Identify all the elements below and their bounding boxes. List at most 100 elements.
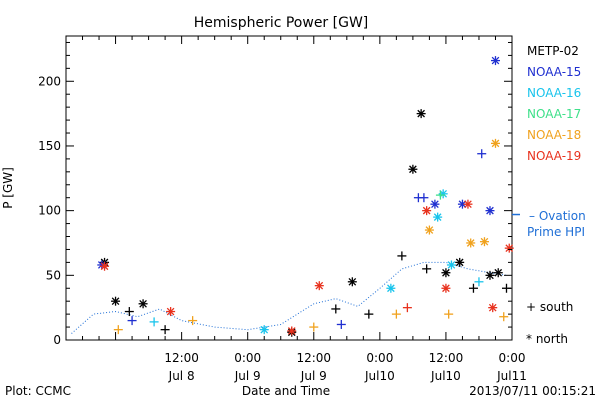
north-point-noaa-19: [100, 261, 110, 271]
south-point-metp-02: [160, 325, 170, 335]
x-tick-date-label: Jul 8: [168, 369, 195, 383]
north-point-noaa-19: [504, 243, 514, 253]
plot-frame: [65, 35, 513, 341]
legend-item-noaa-19: NOAA-19: [527, 149, 581, 163]
marker-stroke: [486, 206, 494, 215]
marker-key-north: * north: [526, 332, 568, 346]
marker-stroke: [431, 200, 439, 209]
y-tick-label: 150: [38, 139, 61, 153]
south-point-noaa-18: [444, 309, 454, 319]
marker-stroke: [260, 325, 269, 334]
south-point-metp-02: [331, 304, 341, 314]
south-point-metp-02: [397, 251, 407, 261]
marker-stroke: [433, 213, 442, 221]
marker-stroke: [455, 258, 464, 267]
north-point-noaa-19: [422, 206, 432, 216]
legend-item-noaa-16: NOAA-16: [527, 86, 581, 100]
marker-stroke: [139, 299, 147, 308]
south-point-noaa-18: [188, 316, 198, 326]
marker-stroke: [447, 261, 456, 269]
y-axis-label: P [GW]: [1, 167, 15, 209]
marker-stroke: [315, 281, 324, 290]
x-tick-label: 12:00: [296, 351, 331, 365]
north-point-noaa-19: [463, 199, 473, 209]
marker-stroke: [494, 268, 503, 277]
x-tick-date-label: Jul10: [430, 369, 461, 383]
marker-stroke: [409, 165, 417, 174]
marker-stroke: [486, 271, 494, 280]
marker-stroke: [417, 109, 425, 118]
marker-stroke: [480, 237, 489, 246]
north-point-noaa-15: [430, 199, 440, 209]
legend: METP-02 NOAA-15 NOAA-16 NOAA-17 NOAA-18 NOAA-…: [527, 44, 581, 163]
y-axis: 0 50 100 150 200: [38, 41, 512, 347]
north-point-noaa-19: [166, 307, 176, 317]
south-point-noaa-15: [419, 193, 429, 203]
south-point-noaa-19: [402, 303, 412, 313]
north-point-noaa-16: [386, 283, 396, 293]
north-point-noaa-18: [479, 237, 489, 247]
marker-stroke: [166, 307, 175, 316]
north-point-metp-02: [485, 270, 495, 280]
ovation-line: [71, 261, 507, 334]
north-point-metp-02: [138, 299, 148, 309]
y-tick-label: 0: [53, 333, 61, 347]
marker-stroke: [488, 303, 497, 312]
marker-stroke: [100, 262, 109, 271]
plot-area: [65, 35, 520, 341]
x-tick-date-label: Jul 9: [300, 369, 327, 383]
north-point-noaa-15: [490, 56, 500, 66]
south-point-metp-02: [422, 264, 432, 274]
x-tick-label: 0:00: [234, 351, 261, 365]
north-point-noaa-18: [490, 138, 500, 148]
north-point-noaa-16: [259, 325, 269, 335]
south-point-noaa-15: [336, 319, 346, 329]
marker-stroke: [466, 239, 475, 247]
south-point-noaa-18: [113, 325, 123, 335]
south-point-noaa-18: [499, 312, 509, 322]
ovation-label-line2: Prime HPI: [527, 225, 585, 239]
legend-item-metp-02: METP-02: [527, 44, 579, 58]
ovation-layer: [71, 213, 520, 334]
north-point-metp-02: [416, 109, 426, 119]
marker-stroke: [491, 139, 500, 148]
north-point-metp-02: [111, 296, 121, 306]
legend-item-noaa-18: NOAA-18: [527, 128, 581, 142]
marker-stroke: [442, 284, 450, 293]
x-tick-date-label: Jul11: [496, 369, 527, 383]
marker-stroke: [387, 284, 395, 293]
north-point-metp-02: [408, 164, 418, 174]
south-point-metp-02: [468, 283, 478, 293]
marker-stroke: [348, 277, 357, 286]
north-point-noaa-15: [485, 206, 495, 216]
south-point-noaa-17: [435, 190, 445, 200]
north-point-noaa-16: [433, 212, 443, 222]
x-tick-label: 12:00: [164, 351, 199, 365]
north-point-metp-02: [347, 277, 357, 287]
marker-stroke: [458, 200, 467, 209]
marker-stroke: [442, 268, 450, 277]
south-point-noaa-16: [149, 317, 159, 327]
marker-stroke: [425, 226, 434, 234]
north-point-noaa-16: [446, 260, 456, 270]
south-point-metp-02: [124, 307, 134, 317]
points-layer: [97, 56, 514, 337]
north-point-noaa-19: [488, 303, 498, 313]
x-tick-date-label: Jul10: [364, 369, 395, 383]
footer-right: 2013/07/11 00:15:21: [469, 384, 596, 398]
north-point-noaa-19: [441, 283, 451, 293]
south-point-noaa-15: [477, 149, 487, 159]
south-point-noaa-18: [391, 309, 401, 319]
north-point-noaa-19: [287, 326, 297, 336]
marker-stroke: [422, 206, 431, 215]
x-tick-date-label: Jul 9: [234, 369, 261, 383]
marker-stroke: [464, 200, 472, 209]
y-tick-label: 100: [38, 204, 61, 218]
north-point-noaa-18: [424, 225, 434, 235]
north-point-metp-02: [455, 257, 465, 267]
ovation-label-line1: – Ovation: [529, 209, 586, 223]
north-point-metp-02: [493, 268, 503, 278]
north-point-noaa-18: [466, 238, 476, 248]
legend-item-noaa-15: NOAA-15: [527, 65, 581, 79]
